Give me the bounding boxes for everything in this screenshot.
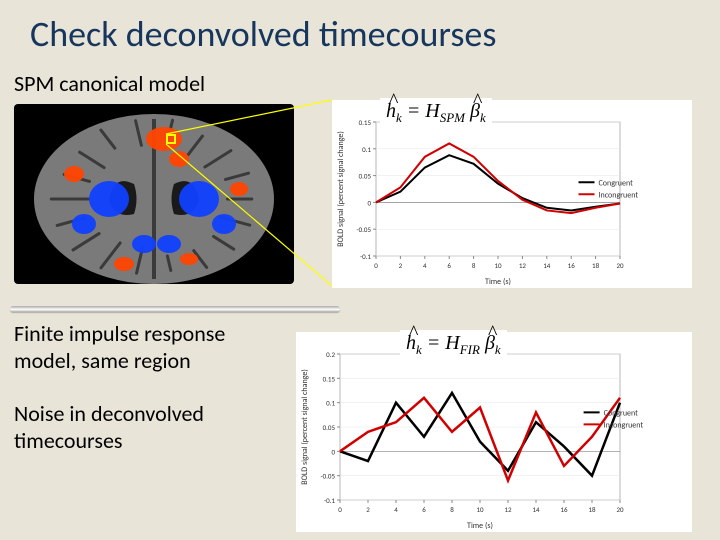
svg-text:8: 8 bbox=[472, 261, 476, 270]
label-fir-model: Finite impulse response model, same regi… bbox=[14, 320, 225, 374]
svg-text:Congruent: Congruent bbox=[599, 178, 634, 188]
section-divider bbox=[10, 306, 340, 312]
svg-text:6: 6 bbox=[447, 261, 451, 270]
svg-text:0.05: 0.05 bbox=[359, 172, 372, 181]
svg-text:0: 0 bbox=[374, 261, 378, 270]
chart-spm-svg: -0.1 -0.05 0 0.05 0.1 0.15 0 2 4 6 8 10 12 14 16 18 20 Ti… bbox=[332, 100, 692, 288]
svg-text:14: 14 bbox=[532, 505, 540, 514]
svg-text:0.1: 0.1 bbox=[362, 145, 371, 154]
svg-text:18: 18 bbox=[592, 261, 600, 270]
label-noise: Noise in deconvolved timecourses bbox=[14, 400, 204, 454]
svg-text:14: 14 bbox=[543, 261, 551, 270]
svg-text:18: 18 bbox=[588, 505, 596, 514]
svg-text:BOLD signal (percent signal ch: BOLD signal (percent signal change) bbox=[300, 369, 310, 485]
svg-text:10: 10 bbox=[494, 261, 502, 270]
slide-title: Check deconvolved timecourses bbox=[30, 12, 496, 56]
chart-fir: -0.1 -0.05 0 0.05 0.1 0.15 0.2 0 2 4 6 8 10 12 14 16 18 2… bbox=[296, 332, 692, 532]
svg-text:-0.1: -0.1 bbox=[360, 252, 371, 261]
svg-text:0.1: 0.1 bbox=[326, 399, 335, 408]
svg-text:0.05: 0.05 bbox=[323, 423, 336, 432]
svg-text:0.15: 0.15 bbox=[323, 374, 336, 383]
svg-text:0.15: 0.15 bbox=[359, 118, 372, 127]
svg-text:4: 4 bbox=[394, 505, 398, 514]
brain-image bbox=[14, 104, 294, 284]
svg-text:Time (s): Time (s) bbox=[467, 521, 493, 531]
svg-text:10: 10 bbox=[476, 505, 484, 514]
svg-text:-0.05: -0.05 bbox=[320, 472, 335, 481]
svg-text:20: 20 bbox=[616, 505, 624, 514]
formula-fir: hk = HFIR βk bbox=[400, 330, 507, 360]
svg-text:20: 20 bbox=[616, 261, 624, 270]
brain-svg bbox=[14, 104, 294, 284]
svg-text:Incongruent: Incongruent bbox=[599, 190, 639, 200]
svg-text:Congruent: Congruent bbox=[604, 408, 639, 418]
svg-text:2: 2 bbox=[399, 261, 403, 270]
svg-text:-0.1: -0.1 bbox=[324, 496, 335, 505]
label-spm-model: SPM canonical model bbox=[14, 70, 205, 97]
svg-text:6: 6 bbox=[422, 505, 426, 514]
formula-spm: hk = HSPM βk bbox=[380, 98, 492, 128]
svg-text:16: 16 bbox=[568, 261, 576, 270]
svg-text:BOLD signal (percent signal ch: BOLD signal (percent signal change) bbox=[336, 131, 346, 247]
svg-text:Time (s): Time (s) bbox=[485, 277, 511, 287]
svg-text:2: 2 bbox=[366, 505, 370, 514]
svg-text:0.2: 0.2 bbox=[326, 350, 335, 359]
svg-text:0: 0 bbox=[367, 198, 371, 207]
svg-text:4: 4 bbox=[423, 261, 427, 270]
svg-text:16: 16 bbox=[560, 505, 568, 514]
svg-text:0: 0 bbox=[338, 505, 342, 514]
svg-text:Incongruent: Incongruent bbox=[604, 420, 644, 430]
svg-text:8: 8 bbox=[450, 505, 454, 514]
svg-text:12: 12 bbox=[504, 505, 512, 514]
svg-text:12: 12 bbox=[519, 261, 527, 270]
svg-text:-0.05: -0.05 bbox=[356, 225, 371, 234]
roi-box bbox=[166, 134, 176, 144]
chart-spm: -0.1 -0.05 0 0.05 0.1 0.15 0 2 4 6 8 10 12 14 16 18 20 Ti… bbox=[332, 100, 692, 288]
chart-fir-svg: -0.1 -0.05 0 0.05 0.1 0.15 0.2 0 2 4 6 8 10 12 14 16 18 2… bbox=[296, 332, 692, 532]
svg-text:0: 0 bbox=[331, 447, 335, 456]
